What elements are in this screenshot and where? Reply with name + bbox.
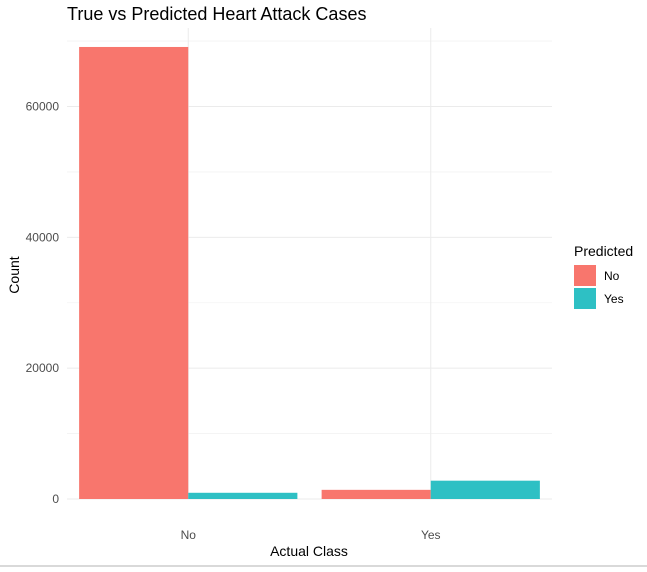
y-tick-label: 20000: [26, 361, 60, 375]
axis-tick-labels: 0 20000 40000 60000 No Yes: [26, 100, 441, 543]
legend-items: No Yes: [574, 265, 624, 309]
legend: Predicted No Yes: [574, 243, 633, 309]
chart-title: True vs Predicted Heart Attack Cases: [67, 4, 366, 24]
x-tick-label: Yes: [421, 528, 441, 542]
y-tick-label: 40000: [26, 230, 60, 244]
x-tick-label: No: [181, 528, 197, 542]
legend-title: Predicted: [574, 243, 633, 259]
bars: [79, 46, 540, 500]
legend-label-yes: Yes: [604, 292, 624, 306]
y-tick-label: 0: [52, 492, 59, 506]
bottom-divider: [0, 565, 647, 567]
legend-swatch-yes: [574, 288, 596, 309]
legend-swatch-no: [574, 265, 596, 286]
legend-label-no: No: [604, 269, 620, 283]
bar-yes-predicted-no: [321, 489, 431, 499]
y-axis-label: Count: [6, 256, 22, 293]
bar-no-predicted-yes: [188, 492, 298, 499]
x-axis-label: Actual Class: [270, 543, 348, 559]
bar-yes-predicted-yes: [430, 480, 540, 499]
y-tick-label: 60000: [26, 100, 60, 114]
bar-no-predicted-no: [79, 46, 189, 500]
